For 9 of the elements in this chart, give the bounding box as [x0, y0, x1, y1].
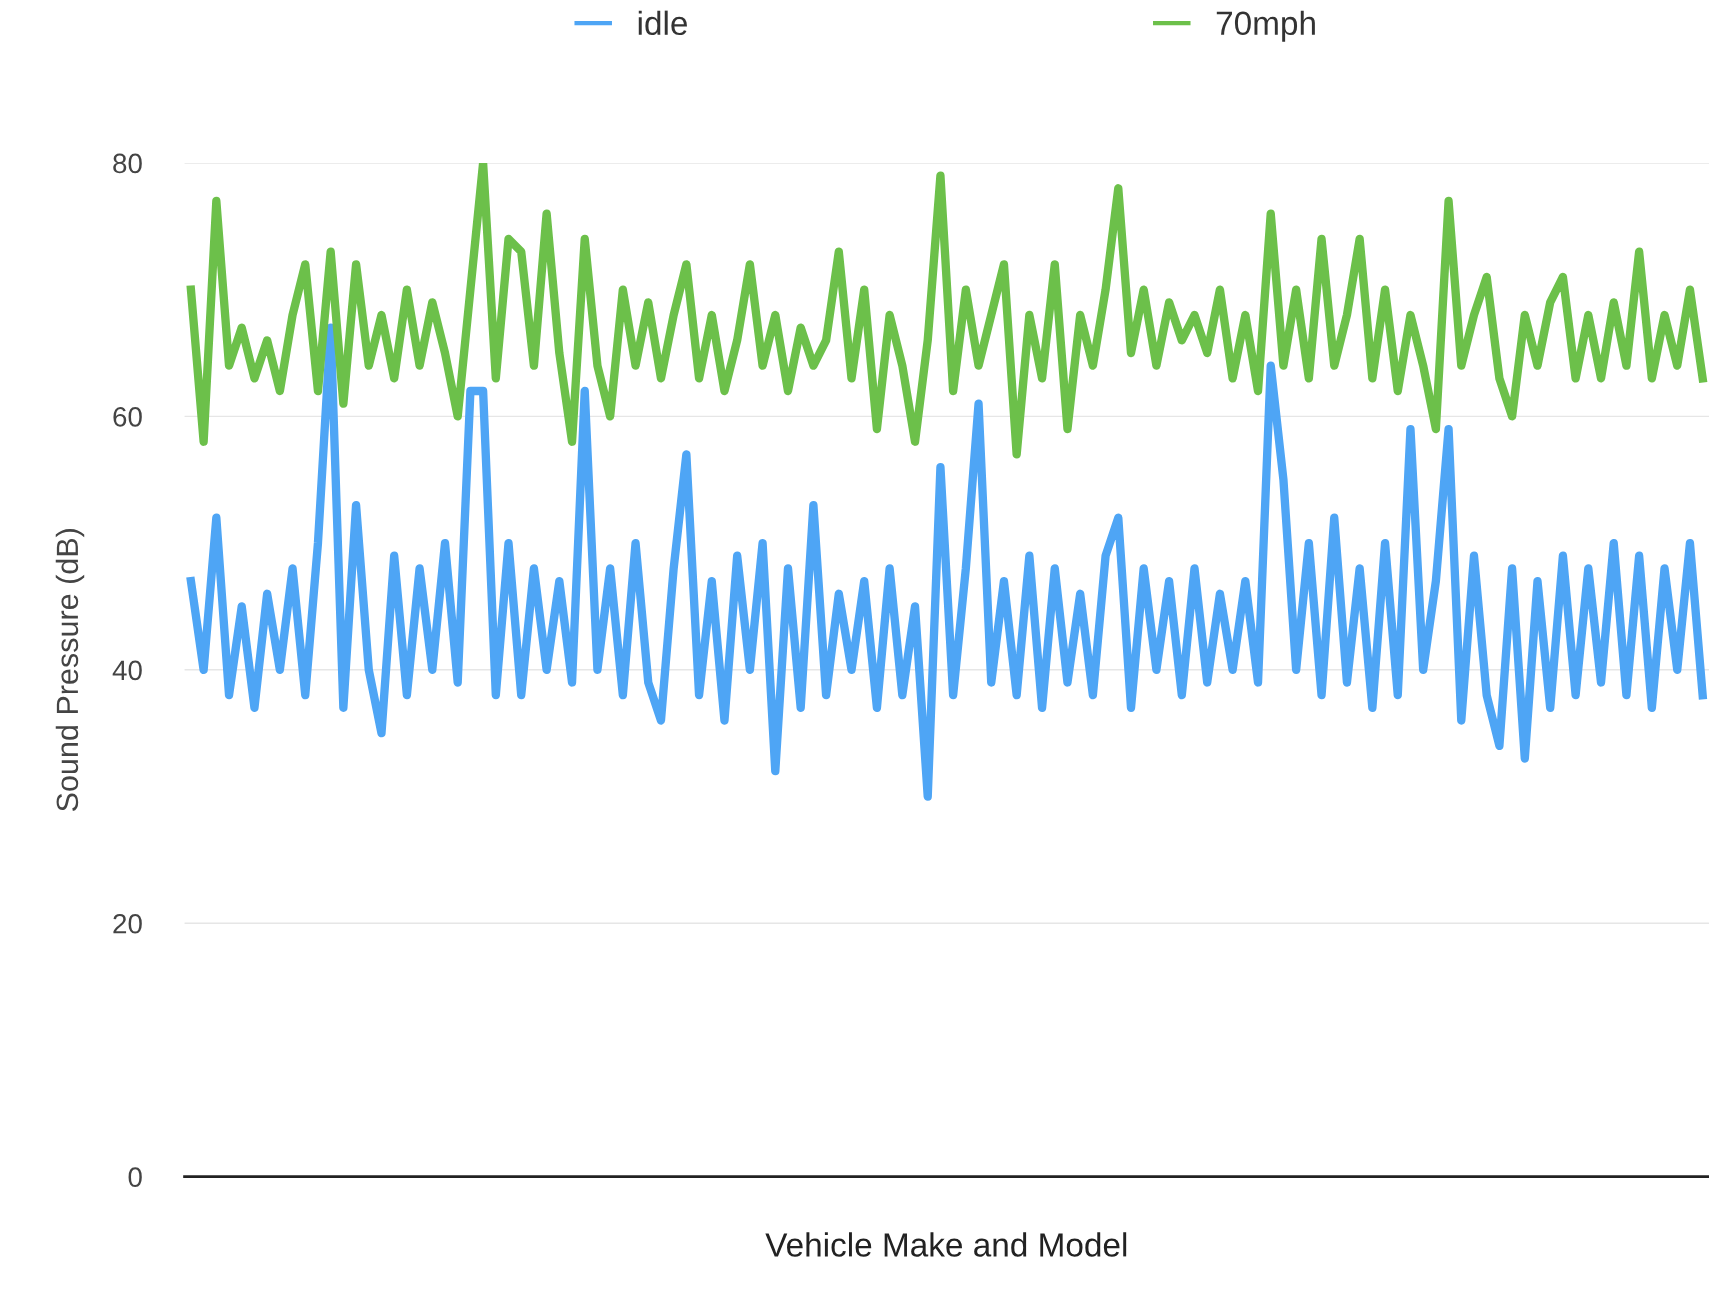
y-tick-label: 0 [128, 1167, 142, 1188]
y-tick-label: 60 [113, 407, 142, 427]
y-tick-label: 80 [113, 153, 142, 174]
y-axis-title: Sound Pressure (dB) [55, 529, 85, 812]
legend-label: idle [638, 10, 687, 36]
y-tick-label: 40 [112, 660, 142, 681]
legend-label: 70mph [1216, 10, 1315, 42]
y-tick-label: 20 [113, 913, 142, 934]
x-axis-title: Vehicle Make and Model [765, 1232, 1127, 1257]
